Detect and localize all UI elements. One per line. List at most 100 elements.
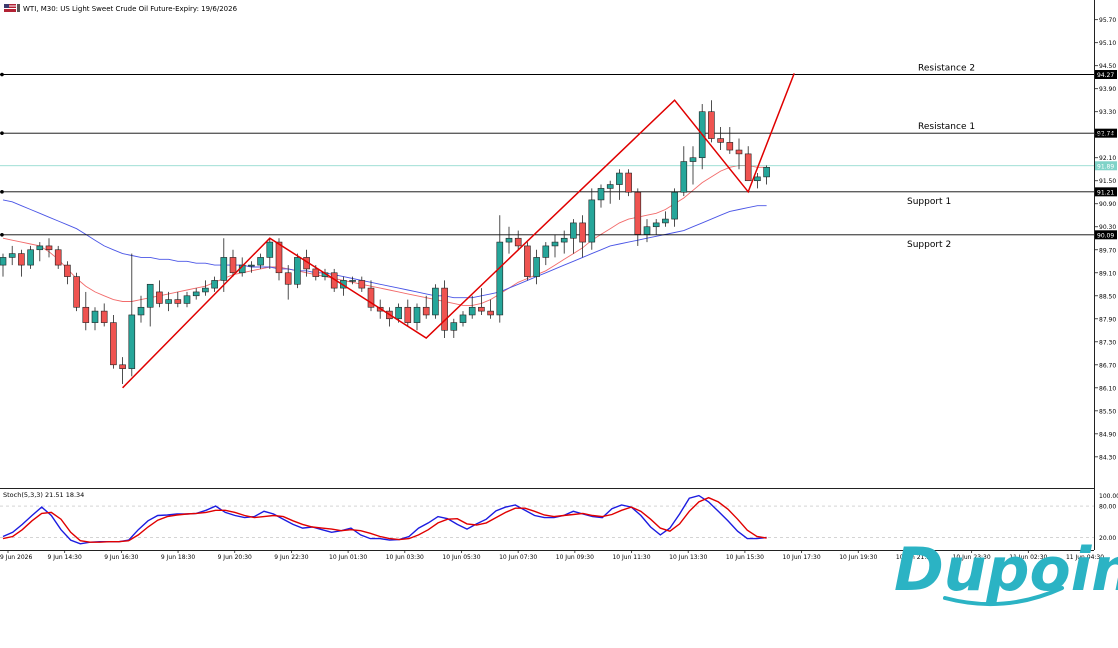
bearish-candle xyxy=(312,268,320,277)
bearish-candle xyxy=(45,245,53,251)
bullish-candle xyxy=(165,299,172,304)
bearish-candle xyxy=(579,222,586,243)
bullish-candle xyxy=(643,226,651,235)
bullish-candle xyxy=(91,310,99,323)
price-tag-background xyxy=(1095,187,1117,197)
bullish-candle xyxy=(570,222,577,239)
chart-title: WTI, M30: US Light Sweet Crude Oil Futur… xyxy=(23,5,238,13)
time-tick-label: 11 Jun 02:30 xyxy=(1009,554,1047,561)
price-tick-label: 86.10 xyxy=(1099,385,1116,392)
stoch-k-line xyxy=(2,494,767,545)
level-label: Support 2 xyxy=(907,240,951,250)
price-tick-label: 88.50 xyxy=(1099,293,1116,300)
bullish-candle xyxy=(202,287,209,293)
time-tick-label: 10 Jun 11:30 xyxy=(612,554,650,561)
bullish-candle xyxy=(662,218,669,224)
bullish-candle xyxy=(597,188,605,201)
level-label: Support 1 xyxy=(907,197,951,207)
bearish-candle xyxy=(634,191,642,235)
price-tick-label: 90.30 xyxy=(1099,224,1116,231)
bullish-candle xyxy=(689,157,697,162)
bearish-candle xyxy=(441,287,448,331)
bearish-candle xyxy=(514,237,522,247)
stoch-d-line xyxy=(2,496,767,543)
level-anchor xyxy=(0,131,4,135)
bullish-candle xyxy=(413,306,421,323)
bullish-candle xyxy=(542,245,550,258)
bearish-candle xyxy=(422,306,430,316)
time-tick-label: 9 Jun 16:30 xyxy=(104,554,138,561)
time-tick-label: 10 Jun 13:30 xyxy=(669,554,707,561)
time-tick-label: 10 Jun 01:30 xyxy=(329,554,367,561)
bullish-candle xyxy=(395,306,402,320)
price-tick-label: 84.30 xyxy=(1099,454,1116,461)
bullish-candle xyxy=(137,306,145,316)
bullish-candle xyxy=(27,249,34,266)
stoch-level-label: 80.00 xyxy=(1099,504,1116,511)
dupoin-logo: Dupoin xyxy=(894,535,1118,607)
time-tick-label: 10 Jun 23:30 xyxy=(953,554,991,561)
price-tick-label: 93.30 xyxy=(1099,109,1116,116)
price-tick-label: 94.50 xyxy=(1099,63,1116,70)
price-tag-background xyxy=(1095,128,1117,138)
bearish-candle xyxy=(110,322,117,366)
bearish-candle xyxy=(524,245,531,277)
bullish-candle xyxy=(588,199,596,243)
bullish-candle xyxy=(680,161,688,193)
bullish-candle xyxy=(671,191,678,220)
price-tick-label: 85.50 xyxy=(1099,408,1116,415)
bearish-candle xyxy=(625,172,632,193)
time-tick-label: 9 Jun 18:30 xyxy=(161,554,195,561)
bullish-candle xyxy=(192,291,200,297)
us-flag-icon xyxy=(4,4,20,12)
level-anchor xyxy=(0,72,4,77)
price-tick-label: 87.90 xyxy=(1099,316,1116,323)
bearish-candle xyxy=(174,299,182,304)
bullish-candle xyxy=(616,172,623,185)
bullish-candle xyxy=(294,257,301,285)
time-tick-label: 9 Jun 22:30 xyxy=(274,554,308,561)
logo-text: Dupoin xyxy=(894,535,1118,605)
bullish-candle xyxy=(496,241,504,316)
bearish-candle xyxy=(156,291,163,304)
price-tag-background xyxy=(1095,161,1117,171)
bullish-candle xyxy=(754,176,761,182)
price-tick-label: 92.10 xyxy=(1099,155,1116,162)
bearish-candle xyxy=(54,249,62,266)
bearish-candle xyxy=(717,138,724,143)
time-axis: 9 Jun 2026 9 Jun 14:30 9 Jun 16:30 9 Jun 18… xyxy=(0,550,1104,561)
bearish-candle xyxy=(275,241,283,274)
time-tick-label: 9 Jun 20:30 xyxy=(218,554,252,561)
bullish-candle xyxy=(533,257,540,277)
stoch-level-label: 100.00 xyxy=(1099,493,1118,500)
bearish-candle xyxy=(367,287,375,308)
bearish-candle xyxy=(358,280,366,289)
price-tick-label: 89.70 xyxy=(1099,247,1116,254)
bullish-candle xyxy=(340,280,347,289)
bullish-candle xyxy=(257,257,264,266)
bullish-candle xyxy=(763,167,770,178)
stoch-label: Stoch(5,3,3) 21.51 18.34 xyxy=(3,491,84,499)
bearish-candle xyxy=(73,276,80,308)
bearish-candle xyxy=(119,364,126,369)
bullish-candle xyxy=(606,184,614,189)
price-tag-value: 91.89 xyxy=(1097,163,1114,170)
bullish-candle xyxy=(0,257,7,266)
bullish-candle xyxy=(551,241,559,247)
time-tick-label: 10 Jun 19:30 xyxy=(839,554,877,561)
time-tick-label: 10 Jun 07:30 xyxy=(499,554,537,561)
bullish-candle xyxy=(560,237,568,243)
bullish-candle xyxy=(146,283,154,308)
stochastic-panel: 100.00 80.00 20.00 xyxy=(0,493,1118,545)
bullish-candle xyxy=(36,245,44,251)
price-tick-label: 90.90 xyxy=(1099,201,1116,208)
bullish-candle xyxy=(652,222,660,228)
bearish-candle xyxy=(726,142,734,151)
bearish-candle xyxy=(404,306,412,323)
time-tick-label: 10 Jun 09:30 xyxy=(556,554,594,561)
time-tick-label: 10 Jun 03:30 xyxy=(386,554,424,561)
ma-slow-line xyxy=(2,199,767,299)
